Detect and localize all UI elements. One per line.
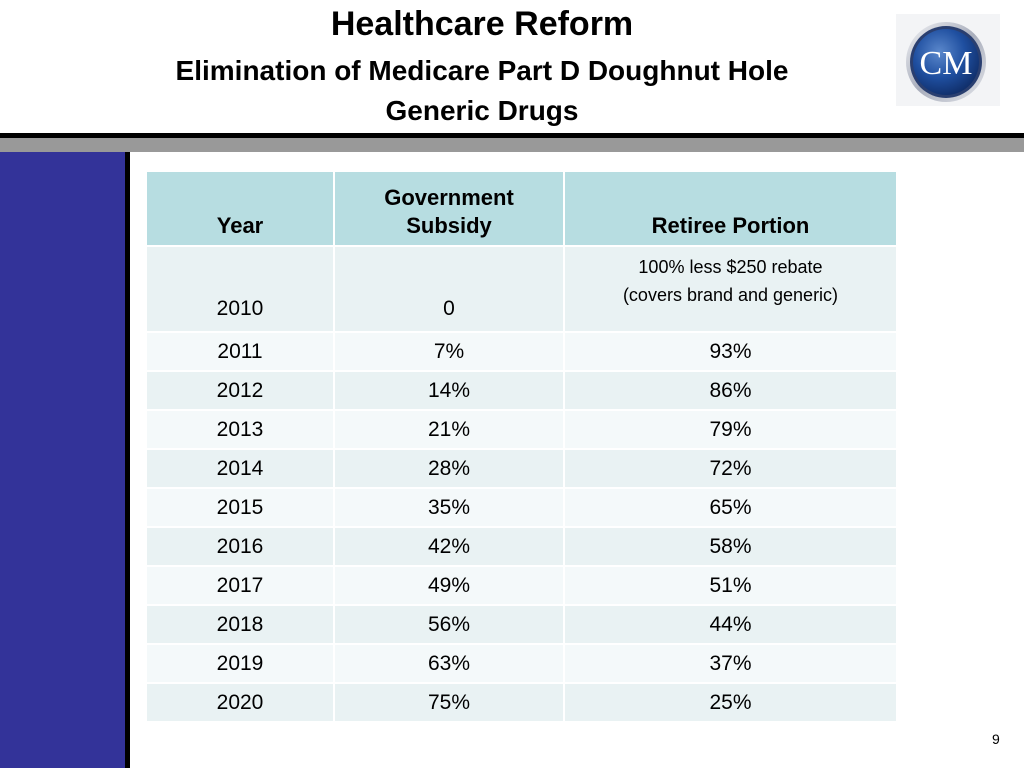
slide-title: Healthcare Reform	[330, 5, 634, 43]
cell-subsidy: 49%	[333, 565, 565, 606]
page-number: 9	[992, 731, 1000, 747]
header-government-subsidy: Government Subsidy	[333, 170, 565, 247]
cell-year: 2015	[145, 487, 335, 528]
table-row: 2015 35% 65%	[145, 487, 898, 528]
cm-logo: CM	[896, 14, 1000, 106]
cell-subsidy: 0	[333, 245, 565, 333]
cell-retiree: 79%	[563, 409, 898, 450]
table-row: 2010 0 100% less $250 rebate (covers bra…	[145, 245, 898, 333]
cell-retiree: 86%	[563, 370, 898, 411]
cell-retiree: 51%	[563, 565, 898, 606]
header-retiree-portion: Retiree Portion	[563, 170, 898, 247]
side-bar-edge	[125, 152, 130, 768]
cell-subsidy: 56%	[333, 604, 565, 645]
cell-year: 2012	[145, 370, 335, 411]
table-row: 2019 63% 37%	[145, 643, 898, 684]
cell-year: 2013	[145, 409, 335, 450]
table-row: 2011 7% 93%	[145, 331, 898, 372]
cell-retiree: 58%	[563, 526, 898, 567]
cell-subsidy: 7%	[333, 331, 565, 372]
table-row: 2020 75% 25%	[145, 682, 898, 723]
slide-subtitle-2: Generic Drugs	[385, 95, 579, 126]
side-bar	[0, 152, 125, 768]
table-row: 2013 21% 79%	[145, 409, 898, 450]
cell-retiree: 100% less $250 rebate (covers brand and …	[563, 245, 898, 333]
header-divider-black	[0, 133, 1024, 138]
cell-retiree: 25%	[563, 682, 898, 723]
logo-text: CM	[920, 45, 973, 82]
logo-disc	[913, 29, 979, 95]
header-subsidy-line2: Subsidy	[406, 213, 492, 238]
cell-subsidy: 28%	[333, 448, 565, 489]
cell-subsidy: 35%	[333, 487, 565, 528]
cell-retiree: 72%	[563, 448, 898, 489]
cell-year: 2011	[145, 331, 335, 372]
cell-subsidy: 63%	[333, 643, 565, 684]
cell-year: 2020	[145, 682, 335, 723]
cell-subsidy: 14%	[333, 370, 565, 411]
cell-year: 2014	[145, 448, 335, 489]
table-row: 2017 49% 51%	[145, 565, 898, 606]
retiree-note-line2: (covers brand and generic)	[622, 285, 839, 305]
cell-retiree: 65%	[563, 487, 898, 528]
table-row: 2016 42% 58%	[145, 526, 898, 567]
cell-year: 2017	[145, 565, 335, 606]
cell-year: 2016	[145, 526, 335, 567]
table-header-row: Year Government Subsidy Retiree Portion	[145, 170, 898, 247]
subsidy-table: Year Government Subsidy Retiree Portion …	[145, 170, 898, 723]
cell-retiree: 44%	[563, 604, 898, 645]
cell-retiree: 93%	[563, 331, 898, 372]
slide-title-block: Healthcare Reform Elimination of Medicar…	[0, 0, 964, 134]
table-row: 2018 56% 44%	[145, 604, 898, 645]
header-divider-gray	[0, 138, 1024, 152]
cell-subsidy: 21%	[333, 409, 565, 450]
cell-subsidy: 75%	[333, 682, 565, 723]
retiree-note-line1: 100% less $250 rebate	[638, 257, 823, 277]
header-subsidy-line1: Government	[384, 185, 514, 210]
table-row: 2014 28% 72%	[145, 448, 898, 489]
cell-year: 2018	[145, 604, 335, 645]
cell-subsidy: 42%	[333, 526, 565, 567]
table-row: 2012 14% 86%	[145, 370, 898, 411]
cell-year: 2010	[145, 245, 335, 333]
header-year: Year	[145, 170, 335, 247]
cell-retiree: 37%	[563, 643, 898, 684]
cell-year: 2019	[145, 643, 335, 684]
slide-subtitle: Elimination of Medicare Part D Doughnut …	[175, 55, 789, 86]
